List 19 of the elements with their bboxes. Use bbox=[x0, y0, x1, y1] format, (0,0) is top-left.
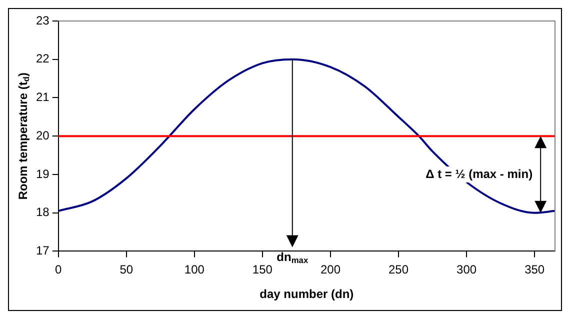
x-tick-label: 200 bbox=[320, 262, 341, 277]
y-tick-label: 17 bbox=[36, 244, 50, 258]
y-tick-label: 19 bbox=[36, 166, 50, 181]
y-tick-label: 20 bbox=[36, 128, 50, 142]
annotation: Δ t = ½ (max - min) bbox=[426, 166, 533, 181]
y-tick-label: 18 bbox=[36, 205, 50, 220]
x-tick-label: 0 bbox=[55, 262, 62, 277]
x-tick-label: 350 bbox=[524, 262, 545, 277]
x-tick-label: 50 bbox=[120, 262, 134, 277]
y-tick-label: 21 bbox=[36, 90, 50, 104]
y-tick-label: 23 bbox=[36, 13, 50, 28]
x-tick-label: 250 bbox=[388, 262, 409, 277]
line-series bbox=[58, 58, 555, 214]
x-tick-label: 150 bbox=[252, 262, 273, 277]
x-tick-label: 300 bbox=[456, 262, 477, 277]
y-axis-title: Room temperature (td) bbox=[16, 72, 31, 200]
y-tick-label: 22 bbox=[36, 52, 50, 66]
x-axis-title: day number (dn) bbox=[260, 287, 354, 302]
x-tick-label: 100 bbox=[184, 262, 205, 277]
